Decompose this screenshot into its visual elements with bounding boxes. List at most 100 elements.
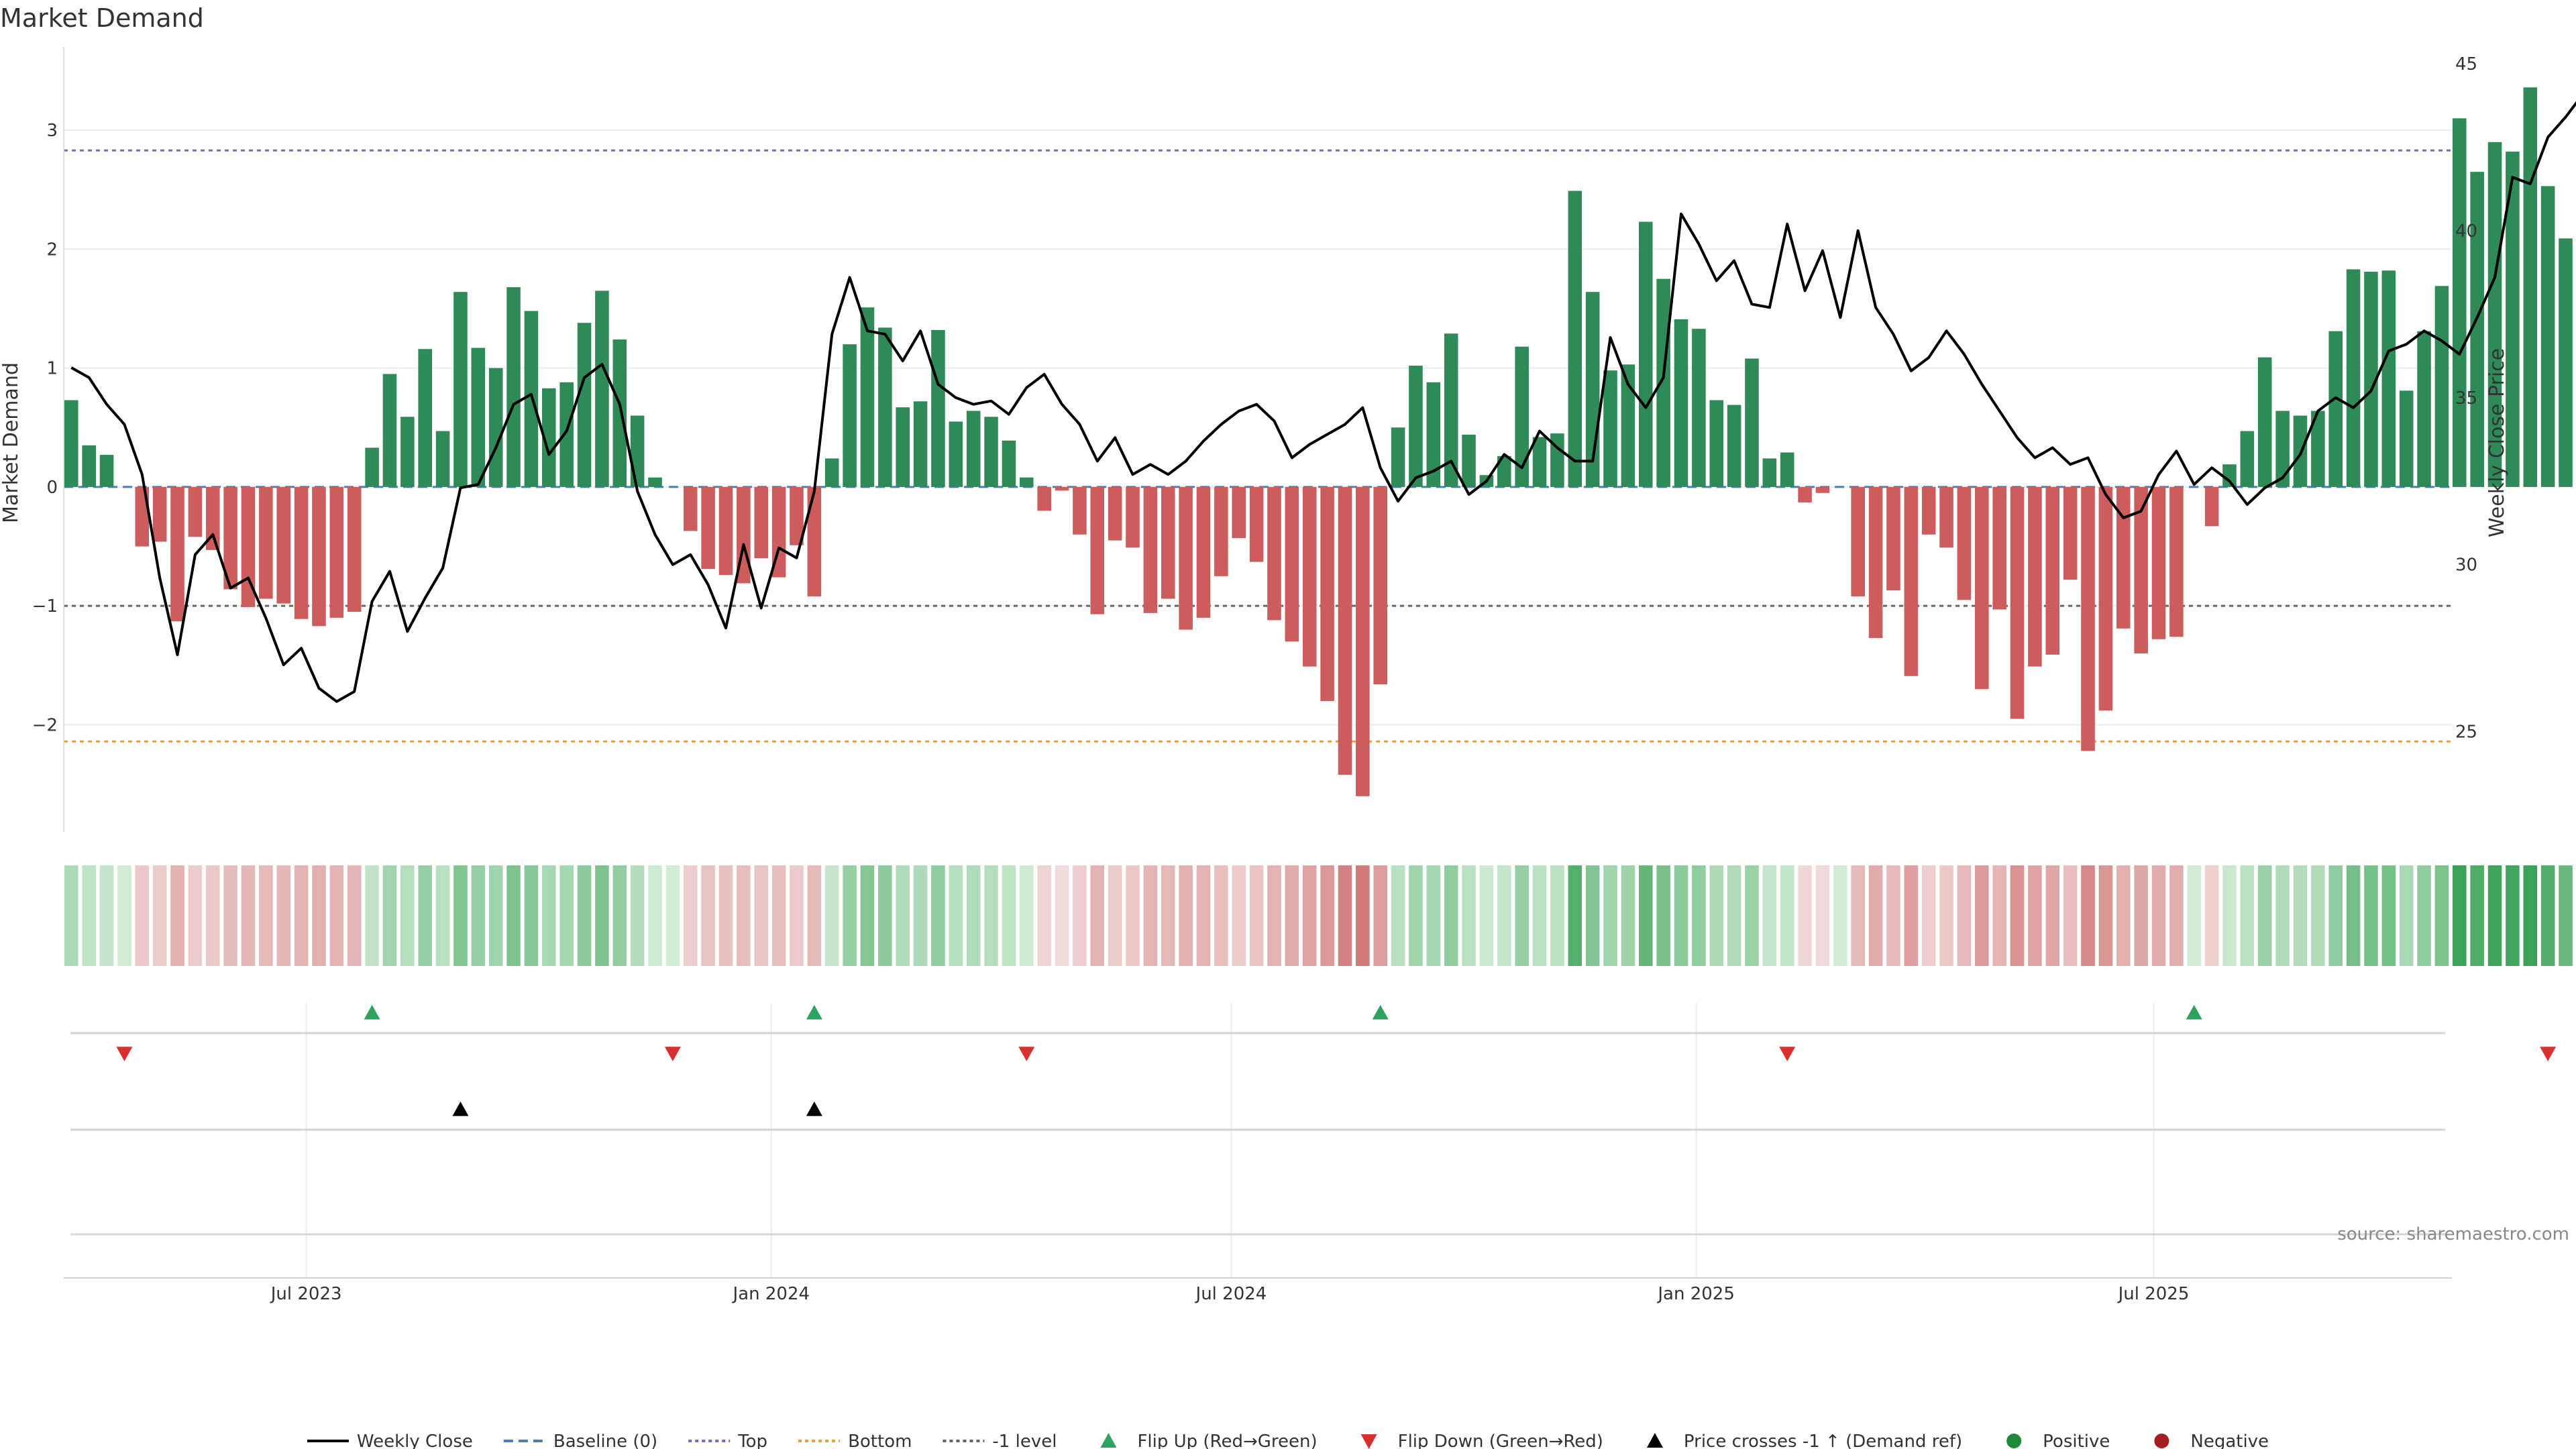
demand-bar — [1090, 486, 1105, 614]
demand-bar — [931, 329, 945, 487]
heat-cell — [1302, 865, 1317, 966]
demand-bar — [1037, 486, 1051, 511]
legend-item: Weekly Close — [307, 1432, 473, 1449]
heat-cell — [2010, 865, 2025, 966]
signal-panels — [70, 1005, 2557, 1236]
heat-cell — [1214, 865, 1228, 966]
demand-bar — [984, 417, 998, 487]
heat-cell — [312, 865, 326, 966]
heat-cell — [1143, 865, 1158, 966]
heat-cell — [1426, 865, 1441, 966]
demand-bar — [1780, 452, 1794, 487]
heat-cell — [2116, 865, 2131, 966]
y-right-tick-label: 40 — [2455, 221, 2477, 241]
demand-bar — [152, 486, 167, 542]
demand-bar — [630, 415, 645, 487]
heat-cell — [860, 865, 875, 966]
demand-bar — [205, 486, 220, 550]
demand-bar — [2028, 486, 2042, 667]
heat-cell — [1851, 865, 1865, 966]
heat-cell — [1939, 865, 1953, 966]
demand-bar — [1126, 486, 1140, 548]
heat-cell — [1532, 865, 1547, 966]
demand-bar — [1055, 486, 1069, 491]
flip-down-marker — [116, 1046, 133, 1061]
y-axis-left-label: Market Demand — [0, 362, 23, 523]
heat-cell — [1267, 865, 1281, 966]
heat-cell — [2399, 865, 2414, 966]
chart-title: Market Demand — [0, 3, 204, 33]
demand-bar — [2134, 486, 2148, 654]
heat-cell — [1179, 865, 1193, 966]
heat-cell — [1780, 865, 1794, 966]
legend-item: Baseline (0) — [503, 1432, 657, 1449]
demand-bar — [241, 486, 256, 607]
heat-cell — [1320, 865, 1334, 966]
heat-cell — [630, 865, 645, 966]
heat-cell — [1745, 865, 1759, 966]
demand-bar — [2328, 331, 2343, 487]
demand-bar — [347, 486, 362, 612]
heat-cell — [347, 865, 362, 966]
heat-cell — [117, 865, 131, 966]
heat-cell — [1603, 865, 1617, 966]
legend-label: Flip Down (Green→Red) — [1398, 1432, 1603, 1449]
demand-bar — [2063, 486, 2078, 580]
demand-bar — [1532, 437, 1547, 487]
heat-cell — [2328, 865, 2343, 966]
demand-bar — [913, 401, 928, 487]
heat-cell — [64, 865, 78, 966]
heat-cell — [913, 865, 928, 966]
demand-bar — [1656, 278, 1670, 487]
heat-cell — [2540, 865, 2555, 966]
demand-bar — [2257, 357, 2272, 487]
demand-bar — [1851, 486, 1865, 596]
y-left-tick-label: −1 — [32, 596, 58, 616]
demand-bar — [1391, 427, 1405, 487]
demand-bar — [1338, 486, 1352, 775]
heat-cell — [2081, 865, 2095, 966]
heat-cell — [790, 865, 804, 966]
heat-cell — [1762, 865, 1777, 966]
heat-cell — [259, 865, 273, 966]
legend-label: Weekly Close — [357, 1432, 473, 1449]
legend-label: Negative — [2190, 1432, 2269, 1449]
demand-bar — [2240, 431, 2255, 487]
heat-cell — [2470, 865, 2484, 966]
heat-cell — [1196, 865, 1211, 966]
flip-up-marker — [806, 1005, 822, 1020]
demand-bar — [1957, 486, 1972, 600]
heat-cell — [453, 865, 468, 966]
demand-bar — [2098, 486, 2113, 711]
source-note: source: sharemaestro.com — [2337, 1224, 2569, 1244]
demand-bar — [577, 323, 592, 487]
heat-cell — [1621, 865, 1635, 966]
demand-bar — [595, 290, 609, 487]
demand-bar — [1550, 433, 1564, 487]
heat-cell — [2293, 865, 2308, 966]
heat-cell — [2169, 865, 2184, 966]
legend-item: Bottom — [798, 1432, 912, 1449]
x-tick-label: Jul 2023 — [270, 1284, 342, 1304]
demand-bar — [824, 458, 839, 487]
demand-bar — [1302, 486, 1317, 667]
heat-cell — [188, 865, 203, 966]
demand-bar — [2399, 390, 2414, 487]
x-tick-label: Jan 2024 — [732, 1284, 810, 1304]
heat-cell — [2434, 865, 2449, 966]
heat-cell — [1073, 865, 1087, 966]
heat-cell — [1709, 865, 1724, 966]
heat-cell — [665, 865, 680, 966]
demand-bar — [488, 368, 503, 487]
heat-cell — [418, 865, 432, 966]
heat-cell — [595, 865, 609, 966]
legend-label: Positive — [2043, 1432, 2110, 1449]
heat-cell — [2381, 865, 2396, 966]
heat-cell — [843, 865, 857, 966]
heat-cell — [2346, 865, 2361, 966]
demand-bar — [2381, 270, 2396, 487]
heat-cell — [718, 865, 733, 966]
demand-bar — [1621, 364, 1635, 487]
demand-bar — [1320, 486, 1334, 701]
